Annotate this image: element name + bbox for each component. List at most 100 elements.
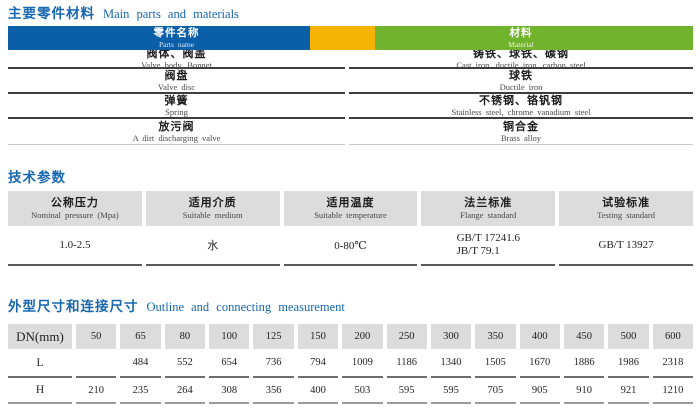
material-en: Stainless steel, chrome vanadium steel xyxy=(451,106,591,117)
medium-value-cell: 水 xyxy=(145,226,280,266)
header-en: Suitable medium xyxy=(182,210,243,220)
h-value-cell: 1210 xyxy=(652,378,693,404)
part-name-en: Spring xyxy=(165,106,188,117)
material-zh: 不锈钢、铬钒钢 xyxy=(479,94,563,107)
parts-name-header-band xyxy=(8,26,310,50)
l-value-cell: 484 xyxy=(120,349,161,378)
dn-header-cell: 150 xyxy=(297,324,339,349)
header-en: Nominal pressure (Mpa) xyxy=(31,210,119,220)
header-zh: 适用温度 xyxy=(326,197,375,209)
header-en: Testing standard xyxy=(597,210,655,220)
tech-title-zh: 技术参数 xyxy=(8,170,66,185)
h-value-cell: 921 xyxy=(608,378,649,404)
dimensions-table: DN(mm) 50 65 80 100 125 150 200 250 300 … xyxy=(8,324,693,404)
part-name-zh: 弹簧 xyxy=(164,94,189,107)
l-value-cell: 1986 xyxy=(608,349,649,378)
temperature-value-cell: 0-80℃ xyxy=(283,226,418,266)
dn-header-cell: 250 xyxy=(386,324,427,349)
l-value-cell: 1009 xyxy=(342,349,383,378)
part-name-zh: 阀体、阀盖 xyxy=(146,47,207,60)
l-value-cell: 794 xyxy=(297,349,339,378)
h-value-cell: 595 xyxy=(430,378,472,404)
l-value-cell: 2318 xyxy=(652,349,693,378)
header-zh: 适用介质 xyxy=(188,197,237,209)
header-en: Suitable temperature xyxy=(314,210,387,220)
material-zh: 铜合金 xyxy=(503,120,539,133)
material-en: Brass alloy xyxy=(500,132,541,143)
flange-standard-line1: GB/T 17241.6 xyxy=(456,232,520,244)
material-header: 材料 Material xyxy=(349,26,693,50)
dn-header-cell: 80 xyxy=(164,324,206,349)
header-zh: 试验标准 xyxy=(602,197,651,209)
h-value-cell: 308 xyxy=(209,378,250,404)
h-value-cell: 400 xyxy=(297,378,339,404)
flange-header-cell: 法兰标准 Flange standard xyxy=(421,191,556,226)
medium-header-cell: 适用介质 Suitable medium xyxy=(145,191,280,226)
h-value-cell: 264 xyxy=(164,378,206,404)
material-header-zh: 材料 xyxy=(509,27,533,39)
part-cell: 阀盘 Valve disc xyxy=(8,69,345,94)
materials-title-zh: 主要零件材料 xyxy=(8,6,95,21)
materials-section-title: 主要零件材料 Main parts and materials xyxy=(8,6,693,22)
flange-standards: GB/T 17241.6 JB/T 79.1 xyxy=(457,232,520,258)
row-label-L: L xyxy=(8,349,72,378)
material-zh: 球铁 xyxy=(509,69,533,82)
l-value-cell: 1670 xyxy=(519,349,560,378)
dn-corner-cell: DN(mm) xyxy=(8,324,72,349)
dn-header-cell: 600 xyxy=(652,324,693,349)
testing-header-cell: 试验标准 Testing standard xyxy=(559,191,693,226)
h-value-cell: 235 xyxy=(120,378,161,404)
l-value-cell: 1186 xyxy=(386,349,427,378)
parts-materials-table: 零件名称 Parts name 材料 Material 阀体、阀盖 Valve … xyxy=(8,26,693,145)
part-name-zh: 阀盘 xyxy=(164,69,189,82)
l-value-cell: 552 xyxy=(164,349,206,378)
dn-header-cell: 300 xyxy=(430,324,472,349)
dn-header-cell: 450 xyxy=(563,324,605,349)
l-value-cell: 1340 xyxy=(430,349,472,378)
tech-params-table: 公称压力 Nominal pressure (Mpa) 适用介质 Suitabl… xyxy=(8,191,693,266)
header-en: Flange standard xyxy=(460,210,517,220)
parts-name-header-zh: 零件名称 xyxy=(153,27,200,39)
tech-section-title: 技术参数 xyxy=(8,170,693,186)
material-zh: 铸铁、球铁、碳钢 xyxy=(473,47,569,60)
flange-value-cell: GB/T 17241.6 JB/T 79.1 xyxy=(421,226,556,266)
dn-header-cell: 50 xyxy=(76,324,117,349)
material-cell: 球铁 Ductile iron xyxy=(349,69,693,94)
dimensions-section-title: 外型尺寸和连接尺寸 Outline and connecting measurem… xyxy=(8,299,693,315)
part-name-en: A dirt discharging valve xyxy=(132,132,221,143)
dn-header-cell: 125 xyxy=(253,324,294,349)
material-header-en: Material xyxy=(508,39,534,49)
header-zh: 公称压力 xyxy=(50,197,99,209)
dn-header-cell: 350 xyxy=(475,324,516,349)
h-value-cell: 705 xyxy=(475,378,516,404)
pressure-value-cell: 1.0-2.5 xyxy=(8,226,142,266)
h-value-cell: 503 xyxy=(342,378,383,404)
temperature-header-cell: 适用温度 Suitable temperature xyxy=(283,191,418,226)
l-value-cell: 1505 xyxy=(475,349,516,378)
row-label-H: H xyxy=(8,378,72,404)
dn-header-cell: 100 xyxy=(209,324,250,349)
part-name-zh: 放污阀 xyxy=(158,120,195,133)
h-value-cell: 595 xyxy=(386,378,427,404)
dn-header-cell: 400 xyxy=(519,324,560,349)
parts-name-header-en: Parts name xyxy=(158,39,195,49)
dn-header-cell: 65 xyxy=(120,324,161,349)
part-cell: 弹簧 Spring xyxy=(8,94,345,119)
dn-header-cell: 200 xyxy=(342,324,383,349)
l-value-cell: 1886 xyxy=(563,349,605,378)
parts-materials-rows: 阀体、阀盖 Valve body, Bonnet 铸铁、球铁、碳钢 Cast i… xyxy=(8,47,693,145)
material-cell: 铜合金 Brass alloy xyxy=(349,119,693,145)
part-cell: 阀体、阀盖 Valve body, Bonnet xyxy=(8,47,345,70)
accent-band xyxy=(310,26,375,50)
dimensions-title-en: Outline and connecting measurement xyxy=(146,300,345,314)
pressure-header-cell: 公称压力 Nominal pressure (Mpa) xyxy=(8,191,142,226)
material-en: Cast iron, ductile iron, carbon steel xyxy=(456,59,586,70)
flange-standard-line2: JB/T 79.1 xyxy=(456,245,500,257)
parts-name-header: 零件名称 Parts name xyxy=(8,26,345,50)
l-value-cell: 736 xyxy=(253,349,294,378)
part-name-en: Valve disc xyxy=(157,81,196,92)
material-cell: 铸铁、球铁、碳钢 Cast iron, ductile iron, carbon… xyxy=(349,47,693,70)
h-value-cell: 356 xyxy=(253,378,294,404)
parts-materials-header-band: 零件名称 Parts name 材料 Material xyxy=(8,26,693,50)
